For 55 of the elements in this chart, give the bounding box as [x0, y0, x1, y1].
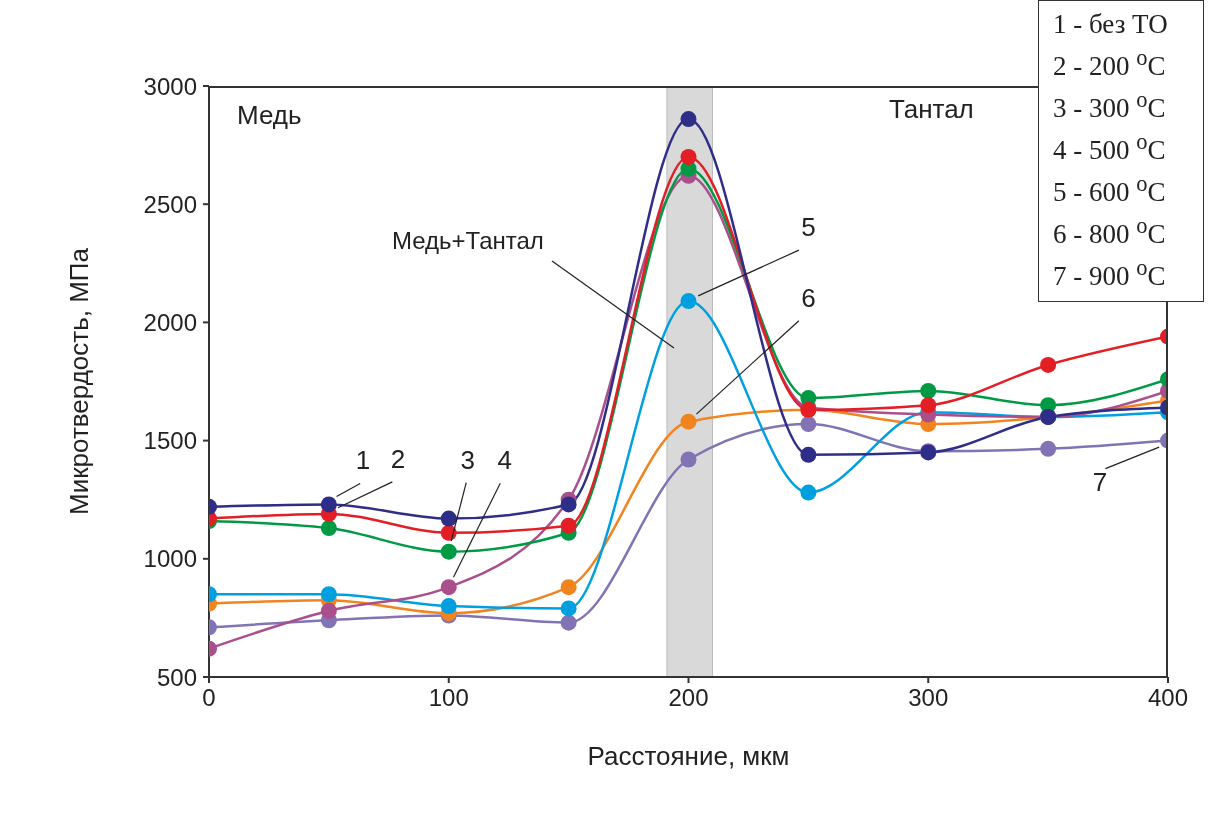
y-tick-label: 3000	[143, 72, 197, 100]
y-tick-label: 500	[156, 663, 197, 691]
point	[320, 520, 337, 537]
x-tick-label: 300	[908, 684, 949, 712]
point	[320, 602, 337, 619]
y-tick-label: 1000	[143, 545, 197, 573]
point	[800, 484, 817, 501]
text: 4	[497, 445, 512, 476]
point	[1040, 356, 1057, 373]
point	[440, 598, 457, 615]
text: 6	[801, 282, 816, 313]
text: 3	[460, 444, 475, 475]
series-label: 2	[390, 443, 406, 474]
annotation: Медь	[237, 100, 302, 131]
point	[560, 600, 577, 617]
annotation: Тантал	[889, 94, 974, 125]
y-tick-label: 1500	[143, 427, 197, 455]
x-tick-label: 100	[428, 684, 469, 712]
annotation: 3 - 300 $^{o}$C	[1053, 86, 1167, 125]
annotation: Медь+Тантал	[392, 227, 544, 254]
x-tick-label: 200	[668, 684, 709, 712]
annotation: 5 - 600 $^{o}$C	[1053, 170, 1167, 209]
annotation: 7 - 900 $^{o}$C	[1053, 254, 1167, 293]
point	[440, 543, 457, 560]
series-label: 7	[1092, 466, 1108, 497]
point	[920, 382, 937, 399]
text: 5	[801, 212, 816, 243]
point	[560, 579, 577, 596]
x-tick-label: 400	[1147, 684, 1189, 712]
point	[920, 397, 937, 414]
point	[320, 586, 337, 603]
point	[560, 496, 577, 513]
point	[680, 293, 697, 310]
point	[800, 446, 817, 463]
text: 1 - без ТО	[1053, 8, 1169, 41]
point	[680, 111, 697, 128]
y-axis-title: Микротвердость, МПа	[64, 247, 95, 515]
text: 2 - 200 $^{o}$C	[1053, 44, 1167, 83]
point	[440, 579, 457, 596]
point	[1040, 440, 1057, 457]
series-label: 1	[355, 445, 371, 476]
point	[680, 451, 697, 468]
point	[560, 517, 577, 534]
y-tick-label: 2500	[143, 190, 197, 218]
x-tick-label: 0	[202, 684, 216, 712]
annotation: 4 - 500 $^{o}$C	[1053, 128, 1167, 167]
point	[440, 510, 457, 527]
point	[680, 148, 697, 165]
point	[680, 413, 697, 430]
point	[800, 416, 817, 433]
x-axis-title: Расстояние, мкм	[587, 741, 790, 771]
point	[320, 496, 337, 513]
point	[560, 614, 577, 631]
y-tick-label: 2000	[143, 308, 197, 336]
annotation: 6 - 800 $^{o}$C	[1053, 212, 1167, 251]
